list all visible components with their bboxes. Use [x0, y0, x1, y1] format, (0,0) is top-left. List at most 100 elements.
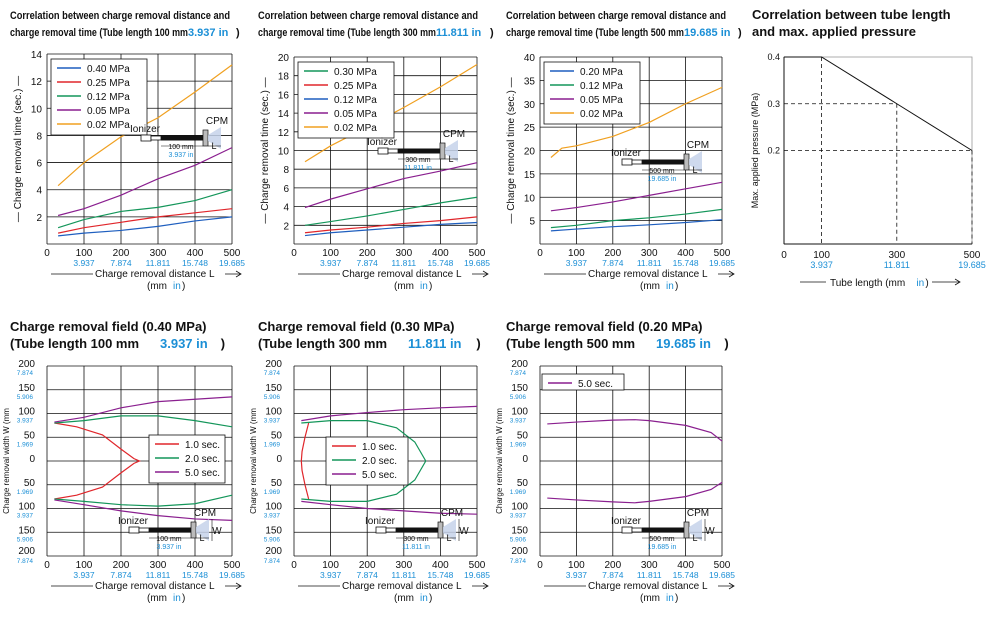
y-tick-label: 8: [36, 131, 42, 142]
y-tick-inch-label: 1.969: [510, 489, 527, 496]
y-tick-label: 5: [529, 217, 535, 228]
y-axis-label: Charge removal width W (mm: [495, 408, 504, 514]
x-axis-label: Charge removal distance L: [95, 581, 215, 592]
x-tick-inch-label: 3.937: [73, 258, 95, 268]
x-tick-label: 200: [604, 560, 621, 571]
series-line-5-0-sec-: [547, 419, 723, 442]
x-tick-label: 0: [44, 248, 50, 259]
x-tick-inch-label: 11.811: [146, 258, 171, 268]
legend-item: 0.02 MPa: [87, 120, 130, 131]
x-tick-label: 500: [714, 248, 731, 259]
ionizer-label: Ionizer: [367, 137, 398, 148]
series-line-0-30-mpa: [304, 196, 478, 226]
series-line-0-12-mpa: [57, 189, 233, 229]
ionizer-label: Ionizer: [611, 148, 642, 159]
dimension-label: 300 mm: [405, 157, 430, 164]
cpm-nozzle: [439, 142, 446, 160]
x-tick-label: 200: [113, 560, 130, 571]
x-axis-unit: (mm: [394, 593, 414, 604]
legend-box: [148, 434, 226, 484]
y-tick-inch-label: 7.874: [264, 558, 281, 565]
x-axis-label-arrow: [718, 270, 735, 278]
x-tick-label: 200: [359, 248, 376, 259]
y-tick-label: 6: [283, 184, 289, 195]
legend-box: [297, 61, 395, 139]
ionizer-nozzle: [631, 527, 643, 533]
x-tick-label: 300: [395, 560, 412, 571]
series-line-0-20-mpa: [550, 219, 723, 232]
x-tick-label: 100: [76, 248, 93, 259]
y-tick-inch-label: 7.874: [17, 558, 34, 565]
l-label: L: [199, 533, 204, 543]
x-axis-unit: (mm: [640, 593, 660, 604]
x-tick-label: 200: [113, 248, 130, 259]
spray-fan: [208, 127, 221, 149]
spray-fan: [445, 140, 458, 162]
series-line-0-05-mpa: [57, 147, 233, 217]
y-tick-label: 200: [511, 359, 528, 370]
y-tick-label: 16: [278, 90, 290, 101]
x-axis-unit-end: ): [182, 281, 185, 292]
chart-title-inch: 3.937 in: [188, 27, 229, 39]
y-tick-label: 0: [29, 454, 35, 465]
chart-title-inch: 19.685 in: [656, 336, 711, 351]
y-tick-label: 25: [524, 123, 536, 134]
y-tick-inch-label: 5.906: [510, 536, 527, 543]
x-tick-label: 500: [714, 560, 731, 571]
y-tick-inch-label: 3.937: [510, 513, 527, 520]
x-tick-inch-label: 7.874: [602, 570, 624, 580]
x-tick-label: 300: [150, 560, 167, 571]
y-tick-inch-label: 3.937: [264, 418, 281, 425]
cpm-nozzle: [437, 521, 444, 539]
x-tick-label: 300: [641, 248, 658, 259]
x-tick-inch-label: 7.874: [357, 570, 379, 580]
x-axis-unit: (mm: [640, 281, 660, 292]
series-line-2-0-sec-lower: [54, 494, 233, 507]
ionizer-label: Ionizer: [130, 124, 161, 135]
y-tick-label: 200: [511, 546, 528, 557]
dimension-inch-label: 3.937 in: [157, 544, 182, 551]
y-tick-label: 14: [278, 109, 290, 120]
legend-item: 0.30 MPa: [334, 67, 377, 78]
dimension-inch-label: 11.811 in: [402, 544, 430, 551]
x-tick-inch-label: 19.685: [709, 258, 735, 268]
y-tick-label: 14: [31, 50, 43, 61]
chart-c2: Correlation between charge removal dista…: [258, 10, 494, 292]
chart-title-line1: Correlation between charge removal dista…: [258, 10, 478, 22]
x-tick-label: 300: [150, 248, 167, 259]
x-tick-inch-label: 11.811: [637, 570, 662, 580]
ionizer-tube: [398, 148, 440, 154]
legend-item: 1.0 sec.: [362, 442, 397, 453]
y-axis-label: Charge removal width W (mm: [2, 408, 11, 514]
chart-title-line2: charge removal time (Tube length 500 mm: [506, 27, 684, 39]
spray-fan: [689, 519, 702, 541]
y-tick-inch-label: 5.906: [17, 394, 34, 401]
chart-title-end: ): [490, 27, 494, 39]
legend-item: 0.20 MPa: [580, 67, 623, 78]
y-tick-inch-label: 1.969: [17, 489, 34, 496]
x-tick-label: 100: [568, 248, 585, 259]
chart-title-line1: Charge removal field (0.20 MPa): [506, 319, 703, 334]
legend-box: [541, 373, 625, 391]
x-tick-inch-label: 15.748: [673, 570, 699, 580]
ionizer-tube: [642, 159, 684, 165]
chart-title-line2: and max. applied pressure: [752, 24, 916, 39]
chart-title-line2: charge removal time (Tube length 300 mm: [258, 27, 436, 39]
x-tick-inch-label: 15.748: [673, 258, 699, 268]
chart-c1: Correlation between charge removal dista…: [10, 10, 245, 292]
y-tick-label: 40: [524, 53, 536, 64]
legend-item: 0.05 MPa: [580, 95, 623, 106]
y-tick-label: 0.4: [767, 52, 780, 62]
y-tick-inch-label: 1.969: [17, 441, 34, 448]
chart-title-end: ): [738, 27, 742, 39]
series-line-0-25-mpa: [304, 216, 478, 234]
x-tick-inch-label: 3.937: [810, 260, 833, 270]
x-tick-label: 400: [432, 560, 449, 571]
x-tick-inch-label: 11.811: [391, 258, 416, 268]
series-line-0-40-mpa: [58, 216, 233, 237]
ionizer-nozzle: [385, 527, 397, 533]
x-tick-inch-label: 3.937: [73, 570, 95, 580]
cpm-nozzle: [190, 521, 197, 539]
series-line-5-0-sec-: [54, 396, 233, 423]
x-tick-label: 100: [813, 250, 830, 261]
